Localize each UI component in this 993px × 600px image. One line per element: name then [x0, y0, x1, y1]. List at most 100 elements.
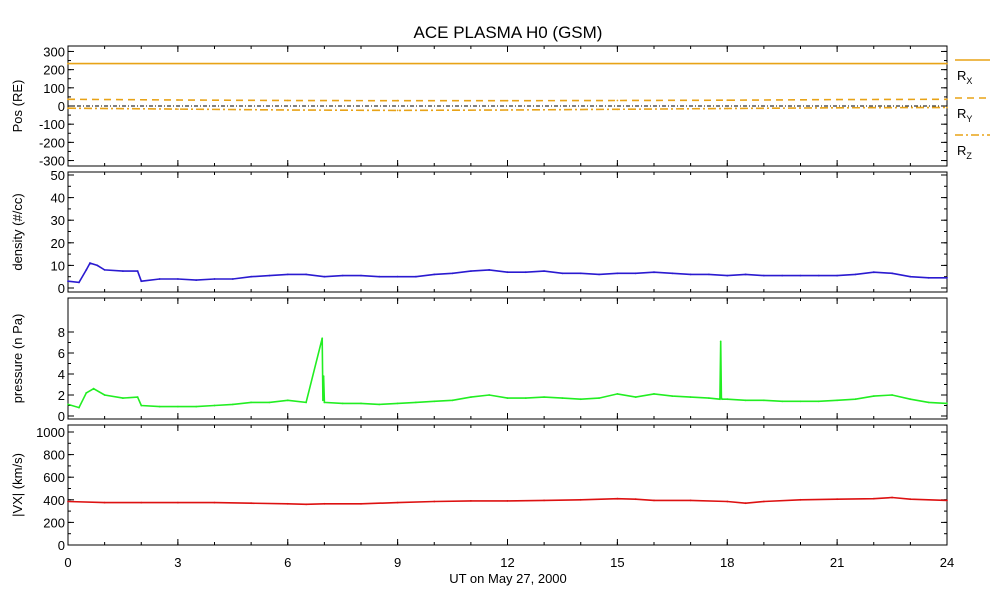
panel-3-series-0-point — [286, 502, 289, 505]
panel-3-ylabel: |VX| (km/s) — [10, 453, 25, 517]
legend-label-0: RX — [957, 68, 972, 86]
panel-0-series-2-point — [177, 108, 179, 110]
panel-0: 300 200 100 0 -100 -200 -300 Pos (RE) RX RY RZ — [10, 44, 990, 169]
panel-2-series-0-point — [634, 396, 637, 398]
panel-3-ytick-label-5: 0 — [58, 538, 65, 553]
panel-1-series-0-point — [396, 275, 399, 278]
panel-2-series-0-point — [946, 402, 948, 405]
panel-3-series-0-point — [616, 497, 619, 500]
x-axis-label: UT on May 27, 2000 — [449, 571, 567, 586]
panel-2-series-0-point — [708, 397, 710, 399]
panel-1-ylabel: density (#/cc) — [10, 193, 25, 270]
panel-2-series-0-point — [136, 396, 139, 398]
panel-2-ytick-label-4: 0 — [58, 409, 65, 424]
panel-1-series-0-point — [122, 270, 124, 272]
panel-2-series-0-point — [250, 401, 253, 404]
panel-0-series-1-point — [177, 99, 179, 101]
panel-2-series-0-point — [305, 401, 307, 404]
panel-3-series-0-point — [396, 501, 399, 504]
panel-0-series-2-point — [396, 109, 399, 112]
panel-2-series-0-point — [177, 405, 179, 408]
panel-2-series-0-point — [378, 403, 381, 406]
panel-2-series-0-point — [671, 395, 674, 397]
panel-0-series-0-point — [67, 62, 69, 65]
panel-3-series-0-point — [579, 498, 582, 501]
panel-1-series-0-point — [451, 272, 454, 275]
panel-1-series-0-point — [909, 275, 912, 278]
panel-1-series-0-point — [872, 271, 875, 274]
panel-1-frame — [67, 171, 948, 293]
panel-1-series-0-point — [231, 278, 234, 280]
panel-2-ytick-label-2: 4 — [58, 367, 65, 382]
panel-2-series-0-point — [799, 400, 802, 403]
panel-1-series-0-point — [140, 280, 143, 283]
panel-1-series-0-point — [506, 271, 509, 274]
panel-1-series-0-point — [286, 273, 289, 276]
panel-2-series-0-point — [78, 406, 80, 409]
panel-3-series-0-point — [250, 502, 253, 505]
panel-1-series-0-point — [323, 275, 326, 278]
panel-1-ytick-label-2: 30 — [51, 213, 65, 228]
panel-3-series-0-point — [140, 501, 143, 504]
panel-3-ytick-label-2: 600 — [43, 470, 65, 485]
panel-2-series-0-point — [653, 393, 655, 395]
panel-0-ytick-label-5: -200 — [39, 135, 65, 150]
panel-1-series-0-point — [103, 269, 106, 271]
panel-0-series-1-point — [836, 98, 838, 101]
panel-1: 50 40 30 20 10 0 density (#/cc) — [10, 168, 948, 296]
panel-1-series-0-point — [561, 272, 564, 275]
panel-2-series-0-point — [321, 337, 324, 340]
panel-1-series-0-point — [415, 275, 417, 278]
panel-2-ytick-label-1: 6 — [58, 346, 65, 361]
panel-1-series-0-point — [927, 276, 930, 279]
panel-0-series-2-point — [286, 109, 289, 111]
panel-2-series-0-point — [323, 401, 326, 404]
panel-2-series-0-point — [506, 397, 509, 399]
panel-1-series-0-point — [744, 273, 747, 276]
panel-3-series-0-point — [726, 500, 729, 503]
panel-1-series-0-point — [378, 275, 381, 278]
x-tick-label-6: 18 — [720, 555, 734, 570]
panel-3-series-0-point — [689, 499, 692, 502]
panel-2-series-0-point — [616, 393, 619, 395]
panel-2-series-0-point — [213, 404, 216, 407]
panel-3-series-0-point — [909, 498, 912, 501]
panel-1-series-0-point — [250, 275, 253, 278]
panel-0-ytick-label-0: 300 — [43, 44, 65, 59]
panel-2-series-0-point — [470, 396, 472, 398]
panel-1-series-0-point — [96, 264, 99, 267]
panel-2-series-0-point — [561, 397, 564, 399]
panel-0-series-1-line — [67, 98, 948, 102]
panel-3-series-0-point — [799, 498, 802, 501]
panel-3-ytick-label-4: 200 — [43, 515, 65, 530]
panel-1-series-0-point — [305, 273, 307, 276]
panel-3-series-0-point — [891, 496, 893, 499]
legend-label-2: RZ — [957, 143, 972, 161]
panel-1-series-0-point — [89, 262, 91, 264]
panel-1-series-0-point — [195, 279, 198, 281]
panel-3-series-0-point — [872, 497, 875, 500]
panel-0-series-1-point — [616, 99, 619, 102]
panel-1-series-0-point — [158, 278, 161, 280]
panel-2-series-0-point — [763, 399, 765, 402]
panel-3-series-0-point — [323, 502, 326, 505]
panel-3-series-0-point — [836, 498, 838, 501]
panel-1-series-0-point — [341, 274, 344, 277]
panel-3-series-0-point — [543, 499, 545, 502]
panel-1-series-0-point — [891, 272, 893, 275]
panel-2-series-0-point — [719, 340, 722, 343]
panel-1-series-0-point — [524, 271, 527, 274]
panel-3-series-0-point — [506, 500, 509, 502]
panel-3-series-0-point — [470, 500, 472, 502]
x-tick-label-2: 6 — [284, 555, 291, 570]
panel-0-series-0-point — [946, 62, 948, 65]
legend-label-1: RY — [957, 106, 972, 124]
panel-2-series-0-point — [322, 375, 325, 377]
panel-1-series-0-point — [433, 273, 436, 276]
panel-2-series-0-point — [721, 398, 723, 401]
panel-3: 1000 800 600 400 200 0 |VX| (km/s) — [10, 424, 948, 553]
panel-0-ytick-label-4: -100 — [39, 117, 65, 132]
panel-3-series-0-point — [305, 503, 307, 506]
x-tick-label-0: 0 — [64, 555, 71, 570]
